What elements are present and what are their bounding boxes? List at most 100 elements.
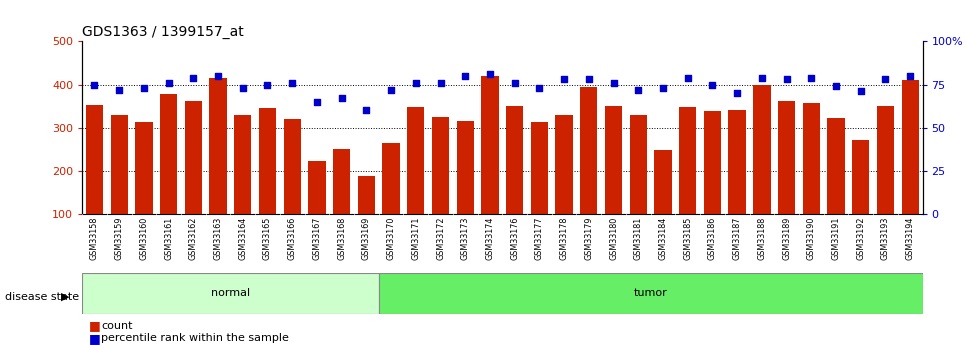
Text: disease state: disease state (5, 292, 79, 302)
Text: GSM33185: GSM33185 (683, 217, 693, 260)
Text: ■: ■ (89, 332, 100, 345)
Text: ▶: ▶ (61, 292, 70, 302)
Point (779, 77, 794, 82)
Text: GSM33169: GSM33169 (362, 217, 371, 260)
Text: GSM33194: GSM33194 (906, 217, 915, 260)
Text: GSM33176: GSM33176 (510, 217, 519, 260)
Bar (654, 150, 671, 214)
Text: GSM33192: GSM33192 (856, 217, 866, 260)
Point (556, 77, 572, 82)
Point (729, 90, 745, 96)
Bar (333, 149, 351, 214)
Point (211, 73, 226, 79)
Point (384, 87, 399, 92)
Point (309, 99, 325, 105)
Point (606, 80, 621, 86)
Point (804, 75, 819, 80)
Point (705, 82, 721, 87)
Text: GSM33161: GSM33161 (164, 217, 173, 260)
Text: GSM33191: GSM33191 (832, 217, 840, 260)
Point (161, 80, 177, 86)
Point (87, 82, 102, 87)
Bar (86, 105, 103, 214)
Point (284, 80, 299, 86)
Bar (383, 143, 400, 214)
Text: GSM33188: GSM33188 (757, 217, 766, 260)
Bar (110, 115, 128, 214)
Text: GSM33190: GSM33190 (807, 217, 816, 260)
Bar (530, 122, 548, 214)
Text: GSM33164: GSM33164 (239, 217, 247, 260)
Text: GSM33172: GSM33172 (436, 217, 445, 260)
Bar (506, 106, 524, 214)
Point (507, 80, 523, 86)
Bar (357, 176, 375, 214)
Text: GSM33159: GSM33159 (115, 217, 124, 260)
Point (631, 87, 646, 92)
Point (433, 80, 448, 86)
Text: GSM33193: GSM33193 (881, 217, 890, 260)
Bar (160, 94, 178, 214)
Bar (210, 78, 227, 214)
Bar (581, 87, 598, 214)
Point (582, 77, 597, 82)
Point (680, 75, 696, 80)
Text: GSM33171: GSM33171 (412, 217, 420, 260)
Text: GDS1363 / 1399157_at: GDS1363 / 1399157_at (82, 25, 243, 39)
Text: GSM33181: GSM33181 (634, 217, 642, 260)
Text: GSM33180: GSM33180 (609, 217, 618, 260)
Point (235, 85, 250, 91)
Point (408, 80, 423, 86)
Point (111, 87, 127, 92)
Text: GSM33184: GSM33184 (659, 217, 668, 260)
Text: GSM33170: GSM33170 (386, 217, 396, 260)
Point (878, 77, 894, 82)
Bar (457, 121, 474, 214)
Point (260, 82, 275, 87)
Bar (704, 111, 721, 214)
Point (458, 73, 473, 79)
Bar (82, 273, 379, 314)
Text: count: count (101, 321, 133, 331)
Point (358, 108, 374, 113)
Bar (605, 106, 622, 214)
Bar (284, 119, 300, 214)
Point (853, 89, 868, 94)
Text: GSM33162: GSM33162 (188, 217, 198, 260)
Bar (234, 115, 251, 214)
Point (655, 85, 670, 91)
Bar (901, 80, 919, 214)
Bar (728, 109, 746, 214)
Text: GSM33160: GSM33160 (139, 217, 149, 260)
Bar (630, 115, 647, 214)
Bar (778, 101, 795, 214)
Bar (379, 273, 923, 314)
Bar (259, 108, 276, 214)
Point (334, 96, 350, 101)
Text: GSM33168: GSM33168 (337, 217, 346, 260)
Text: GSM33167: GSM33167 (312, 217, 322, 260)
Text: GSM33163: GSM33163 (213, 217, 222, 260)
Text: GSM33173: GSM33173 (461, 217, 469, 260)
Text: GSM33179: GSM33179 (584, 217, 593, 260)
Point (482, 71, 497, 77)
Bar (555, 115, 573, 214)
Text: GSM33189: GSM33189 (782, 217, 791, 260)
Text: GSM33187: GSM33187 (732, 217, 742, 260)
Bar (481, 76, 498, 214)
Bar (432, 117, 449, 214)
Bar (803, 103, 820, 214)
Bar (679, 107, 696, 214)
Point (754, 75, 770, 80)
Text: normal: normal (211, 288, 250, 298)
Bar (407, 107, 424, 214)
Text: GSM33186: GSM33186 (708, 217, 717, 260)
Point (185, 75, 201, 80)
Bar (877, 106, 895, 214)
Bar (852, 140, 869, 214)
Point (136, 85, 152, 91)
Bar (185, 101, 202, 214)
Text: GSM33158: GSM33158 (90, 217, 99, 260)
Bar (135, 122, 153, 214)
Bar (827, 118, 844, 214)
